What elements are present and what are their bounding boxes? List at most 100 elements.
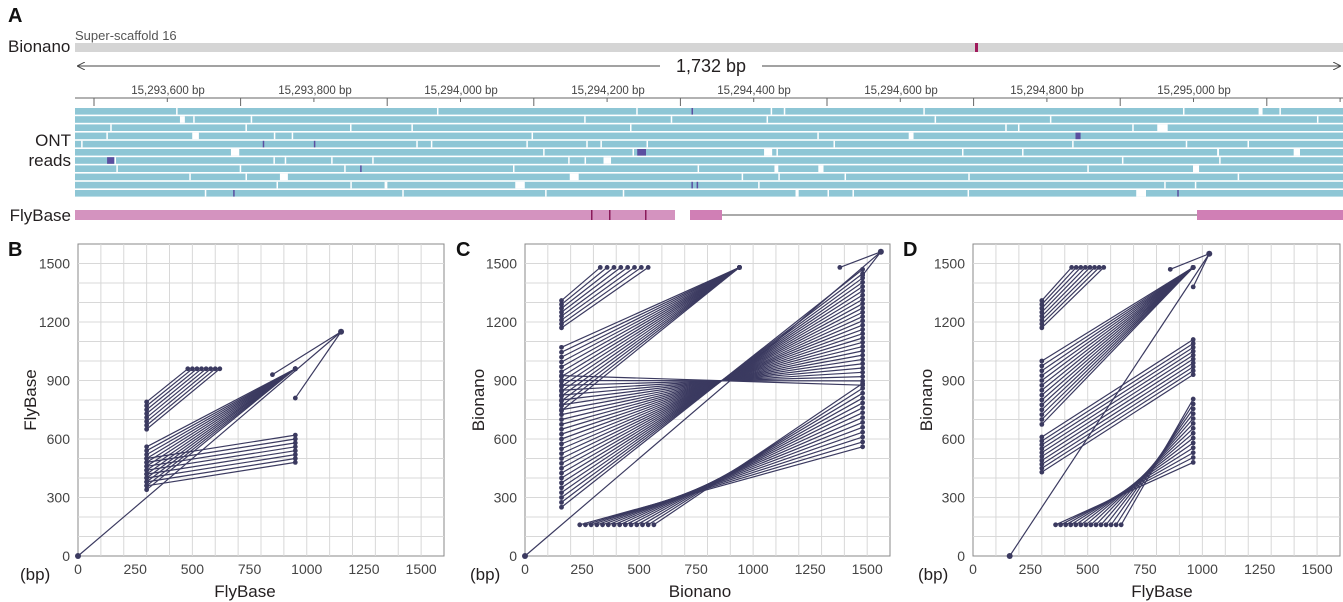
- ruler-tick-label: 15,294,200 bp: [571, 85, 645, 97]
- segment-endpoint: [860, 361, 866, 367]
- ont-gap: [844, 173, 847, 181]
- segment-endpoint: [1068, 522, 1074, 528]
- segment-endpoint: [1082, 265, 1088, 270]
- segment-endpoint: [1190, 445, 1196, 451]
- ont-gap: [106, 132, 108, 140]
- y-tick-label: 1500: [39, 256, 70, 272]
- ont-gap: [515, 181, 525, 189]
- segment-endpoint: [634, 522, 640, 528]
- ont-label-line-1: ONT: [35, 131, 71, 150]
- segment-endpoint: [1190, 406, 1196, 412]
- segment-endpoint: [292, 444, 298, 450]
- ont-gap: [543, 149, 545, 156]
- segment-endpoint: [588, 522, 594, 528]
- segment-endpoint: [1039, 402, 1045, 408]
- x-tick-label: 750: [238, 561, 262, 577]
- segment-endpoint: [1073, 522, 1079, 528]
- x-tick-label: 0: [521, 561, 529, 577]
- segment-endpoint: [559, 412, 564, 418]
- ont-gap: [411, 124, 413, 131]
- x-tick-label: 1000: [1187, 561, 1218, 577]
- segment-endpoint: [144, 467, 150, 473]
- segment-endpoint: [605, 522, 611, 528]
- alignment-segment: [146, 368, 189, 403]
- ont-read: [75, 108, 1343, 115]
- alignment-segment: [1041, 266, 1095, 321]
- ont-gap: [402, 190, 404, 197]
- unit-label-b: (bp): [20, 565, 50, 584]
- segment-endpoint: [860, 381, 866, 386]
- ont-gap: [908, 132, 914, 140]
- ont-read: [75, 157, 1343, 164]
- segment-endpoint: [1190, 372, 1196, 378]
- segment-endpoint: [583, 522, 588, 528]
- segment-endpoint: [1190, 450, 1196, 456]
- segment-endpoint: [860, 272, 866, 278]
- segment-endpoint: [559, 313, 564, 319]
- alignment-segment: [1110, 408, 1194, 526]
- segment-endpoint: [194, 366, 200, 372]
- segment-endpoint: [559, 354, 564, 360]
- alignment-segment: [1041, 370, 1194, 469]
- ont-gap: [1049, 116, 1052, 123]
- segment-endpoint: [144, 422, 150, 428]
- segment-endpoint: [1190, 337, 1196, 342]
- segment-endpoint: [645, 265, 651, 270]
- ont-gap: [1132, 124, 1134, 131]
- ont-read: [75, 190, 1343, 197]
- segment-endpoint: [559, 305, 564, 311]
- alignment-segment: [1041, 266, 1100, 325]
- ont-read: [75, 124, 1343, 131]
- segment-endpoint: [292, 395, 298, 401]
- ont-gap: [176, 108, 178, 115]
- segment-endpoint: [292, 432, 298, 438]
- segment-endpoint: [1167, 266, 1173, 272]
- segment-endpoint: [1190, 284, 1196, 290]
- alignment-segment: [653, 382, 863, 526]
- segment-endpoint: [559, 302, 564, 307]
- ont-gap: [818, 165, 824, 172]
- segment-endpoint: [860, 434, 866, 440]
- x-tick-label: 1250: [795, 561, 826, 577]
- x-tick-label: 0: [74, 561, 82, 577]
- y-tick-label: 600: [942, 431, 966, 447]
- ont-gap: [967, 190, 970, 197]
- segment-endpoint: [559, 344, 564, 350]
- segment-endpoint: [559, 490, 564, 496]
- ont-insertion-mark: [360, 165, 362, 172]
- bionano-label-mark: [975, 43, 978, 52]
- alignment-segment: [561, 266, 740, 392]
- ont-gap: [778, 173, 780, 181]
- x-tick-label: 1000: [738, 561, 769, 577]
- segment-endpoint: [860, 352, 866, 358]
- ont-gap: [584, 116, 586, 123]
- alignment-segment: [1041, 374, 1194, 473]
- alignment-segment: [590, 436, 863, 526]
- segment-endpoint: [559, 426, 564, 432]
- segment-endpoint: [860, 348, 866, 354]
- ont-gap: [350, 181, 352, 189]
- ruler-tick-label: 15,294,000 bp: [424, 85, 498, 97]
- ont-gap: [622, 190, 625, 197]
- ont-gap: [81, 140, 83, 148]
- segment-endpoint: [1190, 368, 1196, 374]
- ont-gap: [531, 132, 534, 140]
- segment-endpoint: [1039, 382, 1045, 388]
- ont-gap: [827, 190, 830, 197]
- segment-endpoint: [559, 446, 564, 452]
- segment-endpoint: [860, 309, 866, 315]
- segment-endpoint: [640, 522, 645, 528]
- alignment-segment: [561, 266, 740, 353]
- segment-endpoint: [1039, 446, 1045, 452]
- ont-gap: [783, 108, 786, 115]
- data-point: [75, 553, 81, 559]
- segment-endpoint: [1190, 265, 1196, 270]
- segment-endpoint: [1039, 302, 1045, 307]
- ont-gap: [569, 173, 579, 181]
- ont-gap: [245, 124, 247, 131]
- alignment-segment: [1041, 266, 1194, 362]
- segment-endpoint: [203, 366, 209, 372]
- alignment-segment: [1041, 266, 1194, 425]
- y-tick-label: 600: [47, 431, 71, 447]
